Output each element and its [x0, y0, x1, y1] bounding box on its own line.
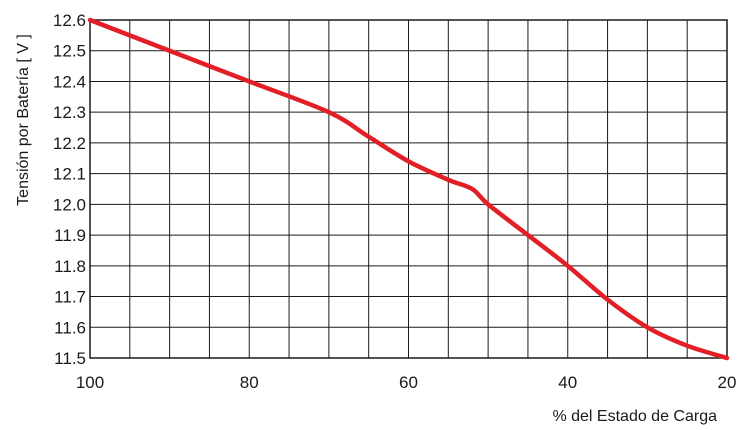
y-tick-label: 12.3 [53, 103, 86, 122]
y-tick-label: 12.0 [53, 195, 86, 214]
x-axis-label: % del Estado de Carga [552, 408, 717, 425]
y-tick-label: 11.7 [54, 288, 86, 307]
y-tick-label: 12.2 [53, 134, 86, 153]
x-tick-label: 40 [558, 373, 577, 392]
voltage-series-line [87, 17, 730, 361]
x-tick-label: 100 [76, 373, 104, 392]
y-tick-label: 12.1 [53, 165, 86, 184]
y-tick-label: 11.5 [54, 349, 86, 368]
grid [89, 19, 728, 359]
series-group [87, 17, 730, 361]
y-tick-label: 12.4 [53, 72, 86, 91]
x-tick-label: 80 [240, 373, 259, 392]
x-tick-labels: 100 80 60 40 20 [76, 373, 737, 392]
y-tick-label: 12.6 [53, 11, 86, 30]
x-tick-label: 60 [399, 373, 418, 392]
plot-border [89, 19, 728, 359]
x-tick-label: 20 [718, 373, 737, 392]
y-axis-label: Tensión por Batería [ V ] [15, 34, 32, 206]
y-tick-label: 11.6 [54, 318, 86, 337]
y-tick-label: 11.9 [54, 226, 86, 245]
y-tick-labels: 11.5 11.6 11.7 11.8 11.9 12.0 12.1 12.2 12.3 12.4… [53, 11, 86, 368]
y-tick-label: 12.5 [53, 42, 86, 61]
y-tick-label: 11.8 [54, 257, 86, 276]
